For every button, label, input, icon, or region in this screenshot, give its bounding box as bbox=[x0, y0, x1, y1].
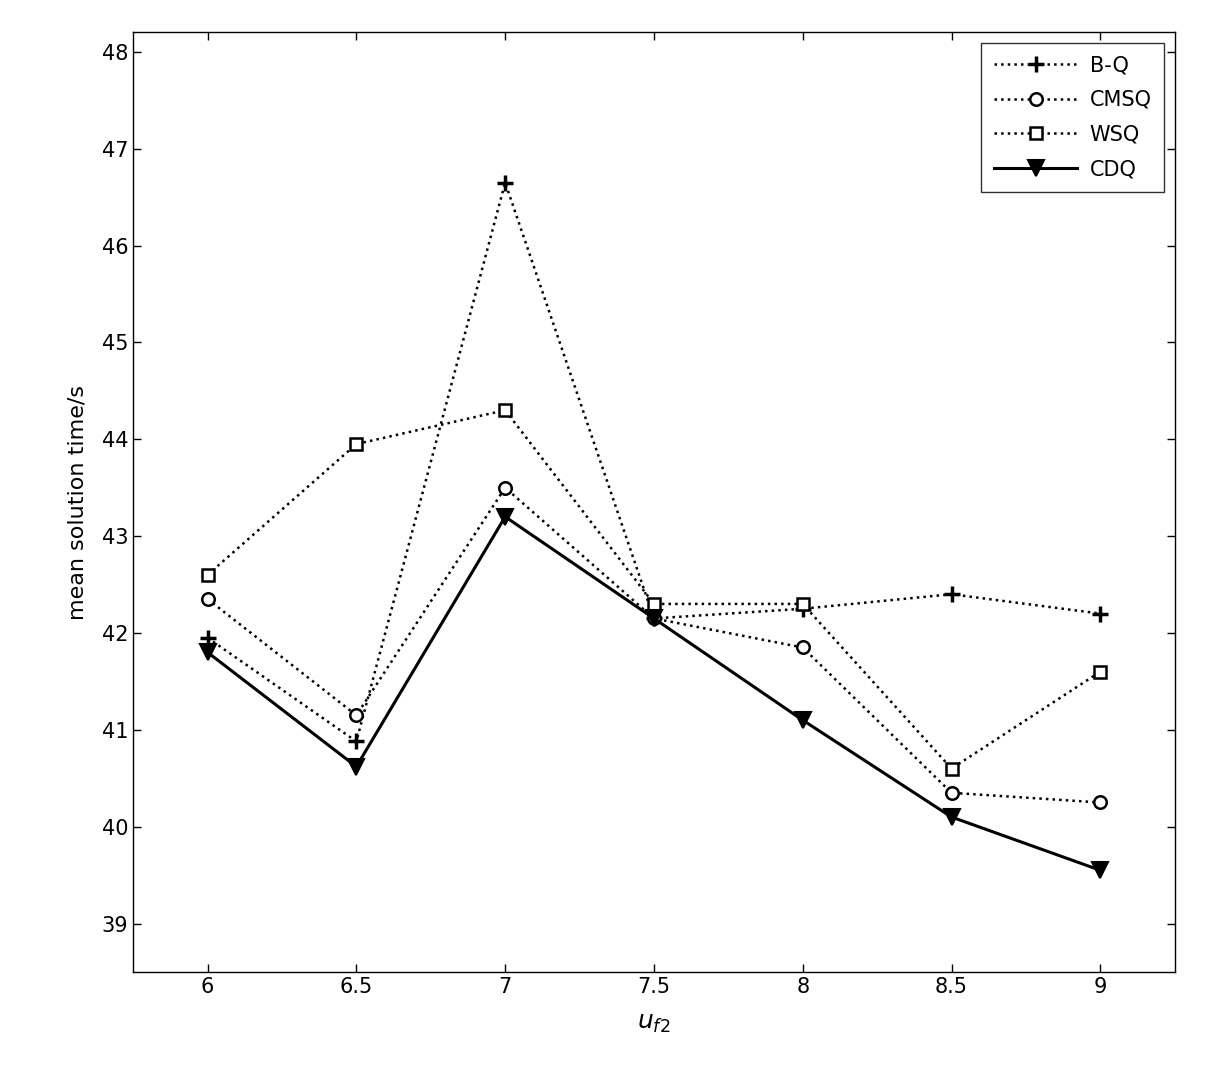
B-Q bbox=[647, 612, 661, 625]
Line: CMSQ: CMSQ bbox=[201, 482, 1107, 809]
B-Q bbox=[200, 632, 214, 645]
B-Q bbox=[796, 603, 810, 616]
Line: B-Q: B-Q bbox=[200, 174, 1108, 750]
WSQ bbox=[647, 597, 661, 610]
Y-axis label: mean solution time/s: mean solution time/s bbox=[68, 384, 88, 620]
Legend: B-Q, CMSQ, WSQ, CDQ: B-Q, CMSQ, WSQ, CDQ bbox=[981, 43, 1164, 191]
WSQ bbox=[945, 762, 959, 775]
CMSQ bbox=[647, 612, 661, 625]
WSQ bbox=[1094, 665, 1108, 678]
CDQ bbox=[200, 646, 214, 659]
B-Q bbox=[1094, 607, 1108, 620]
WSQ bbox=[796, 597, 810, 610]
CMSQ bbox=[349, 708, 363, 721]
CMSQ bbox=[1094, 796, 1108, 809]
Line: WSQ: WSQ bbox=[201, 404, 1107, 774]
WSQ bbox=[498, 404, 512, 417]
B-Q bbox=[349, 735, 363, 748]
CMSQ bbox=[945, 786, 959, 799]
Line: CDQ: CDQ bbox=[200, 509, 1108, 878]
CMSQ bbox=[200, 593, 214, 606]
CDQ bbox=[1094, 864, 1108, 877]
WSQ bbox=[200, 568, 214, 581]
B-Q bbox=[498, 176, 512, 189]
CMSQ bbox=[498, 482, 512, 495]
CMSQ bbox=[796, 642, 810, 654]
CDQ bbox=[349, 760, 363, 773]
CDQ bbox=[647, 612, 661, 625]
B-Q bbox=[945, 588, 959, 600]
X-axis label: $u_{f2}$: $u_{f2}$ bbox=[637, 1011, 671, 1035]
CDQ bbox=[498, 510, 512, 523]
WSQ bbox=[349, 437, 363, 450]
CDQ bbox=[945, 810, 959, 823]
CDQ bbox=[796, 714, 810, 727]
